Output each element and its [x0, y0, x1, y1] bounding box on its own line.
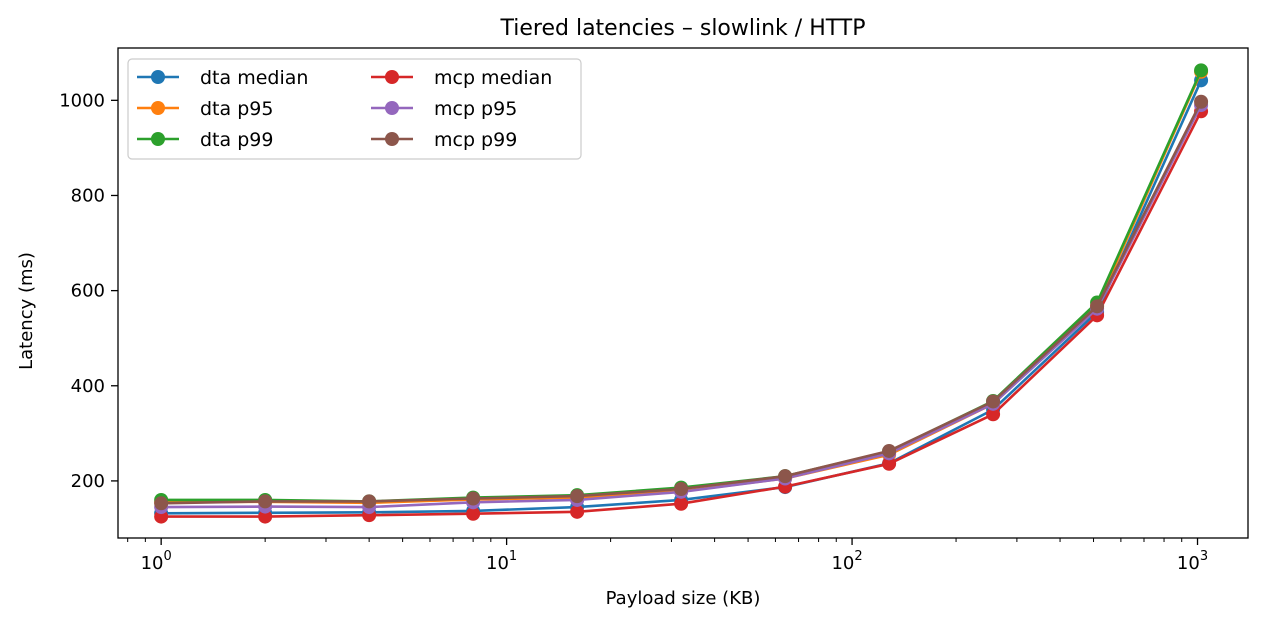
- data-point-mcp-median: [570, 504, 585, 519]
- series-mcp-median: [154, 104, 1209, 524]
- data-point-mcp-p99: [362, 494, 377, 509]
- legend-marker: [151, 70, 165, 84]
- plot-frame: [117, 47, 1249, 539]
- data-point-dta-p99: [1194, 63, 1209, 78]
- legend-marker: [151, 101, 165, 115]
- legend-marker: [385, 132, 399, 146]
- legend-label: dta median: [200, 67, 308, 89]
- legend-marker: [385, 70, 399, 84]
- series-mcp-p95: [154, 98, 1209, 515]
- y-tick-label: 200: [71, 471, 105, 492]
- legend-entry-mcp-p99: mcp p99: [371, 129, 517, 151]
- series-line-mcp-p99: [161, 101, 1203, 505]
- data-point-mcp-p99: [674, 482, 689, 496]
- legend-entry-mcp-median: mcp median: [371, 67, 552, 89]
- legend: dta median dta p95 dta p99 mcp median mcp p9…: [127, 58, 582, 160]
- series-line-mcp-p95: [161, 104, 1203, 509]
- legend-label: dta p95: [200, 98, 273, 120]
- data-point-mcp-median: [882, 456, 897, 471]
- legend-box: [127, 58, 582, 160]
- legend-marker: [385, 101, 399, 115]
- data-point-mcp-median: [674, 496, 689, 511]
- data-point-mcp-median: [986, 407, 1001, 422]
- legend-label: mcp median: [434, 67, 552, 89]
- legend-entry-dta-p95: dta p95: [137, 98, 273, 120]
- y-tick-label: 400: [71, 376, 105, 397]
- legend-label: mcp p99: [434, 129, 517, 151]
- y-axis-label: Latency (ms): [16, 252, 37, 370]
- legend-label: dta p99: [200, 129, 273, 151]
- x-tick-label: 100: [141, 549, 172, 574]
- data-point-mcp-p99: [1090, 299, 1105, 314]
- chart-title: Tiered latencies – slowlink / HTTP: [500, 16, 866, 41]
- data-point-mcp-p99: [778, 469, 793, 484]
- series-mcp-p99: [154, 94, 1209, 511]
- legend-entry-dta-p99: dta p99: [137, 129, 273, 151]
- data-point-mcp-p99: [466, 491, 481, 506]
- data-point-mcp-p99: [570, 489, 585, 504]
- data-point-mcp-median: [466, 506, 481, 521]
- data-point-mcp-p99: [882, 443, 897, 458]
- legend-entry-mcp-p95: mcp p95: [371, 98, 517, 120]
- legend-entry-dta-median: dta median: [137, 67, 308, 89]
- data-point-mcp-p99: [986, 394, 1001, 409]
- legend-marker: [151, 132, 165, 146]
- x-axis-label: Payload size (KB): [606, 588, 761, 609]
- data-point-mcp-p99: [154, 496, 169, 511]
- axes: 100 101 102 103 200 400 600 800 1000: [59, 90, 1208, 574]
- series-line-mcp-median: [161, 110, 1203, 518]
- y-tick-label: 600: [71, 281, 105, 302]
- data-point-mcp-p99: [1194, 94, 1209, 109]
- y-tick-label: 800: [71, 185, 105, 206]
- x-tick-label: 103: [1177, 549, 1208, 574]
- plot-area: [154, 63, 1209, 524]
- data-point-mcp-p99: [258, 494, 273, 509]
- legend-label: mcp p95: [434, 98, 517, 120]
- data-point-mcp-median: [258, 509, 273, 524]
- y-tick-label: 1000: [59, 90, 105, 111]
- x-tick-label: 102: [831, 549, 862, 574]
- x-tick-label: 101: [486, 549, 517, 574]
